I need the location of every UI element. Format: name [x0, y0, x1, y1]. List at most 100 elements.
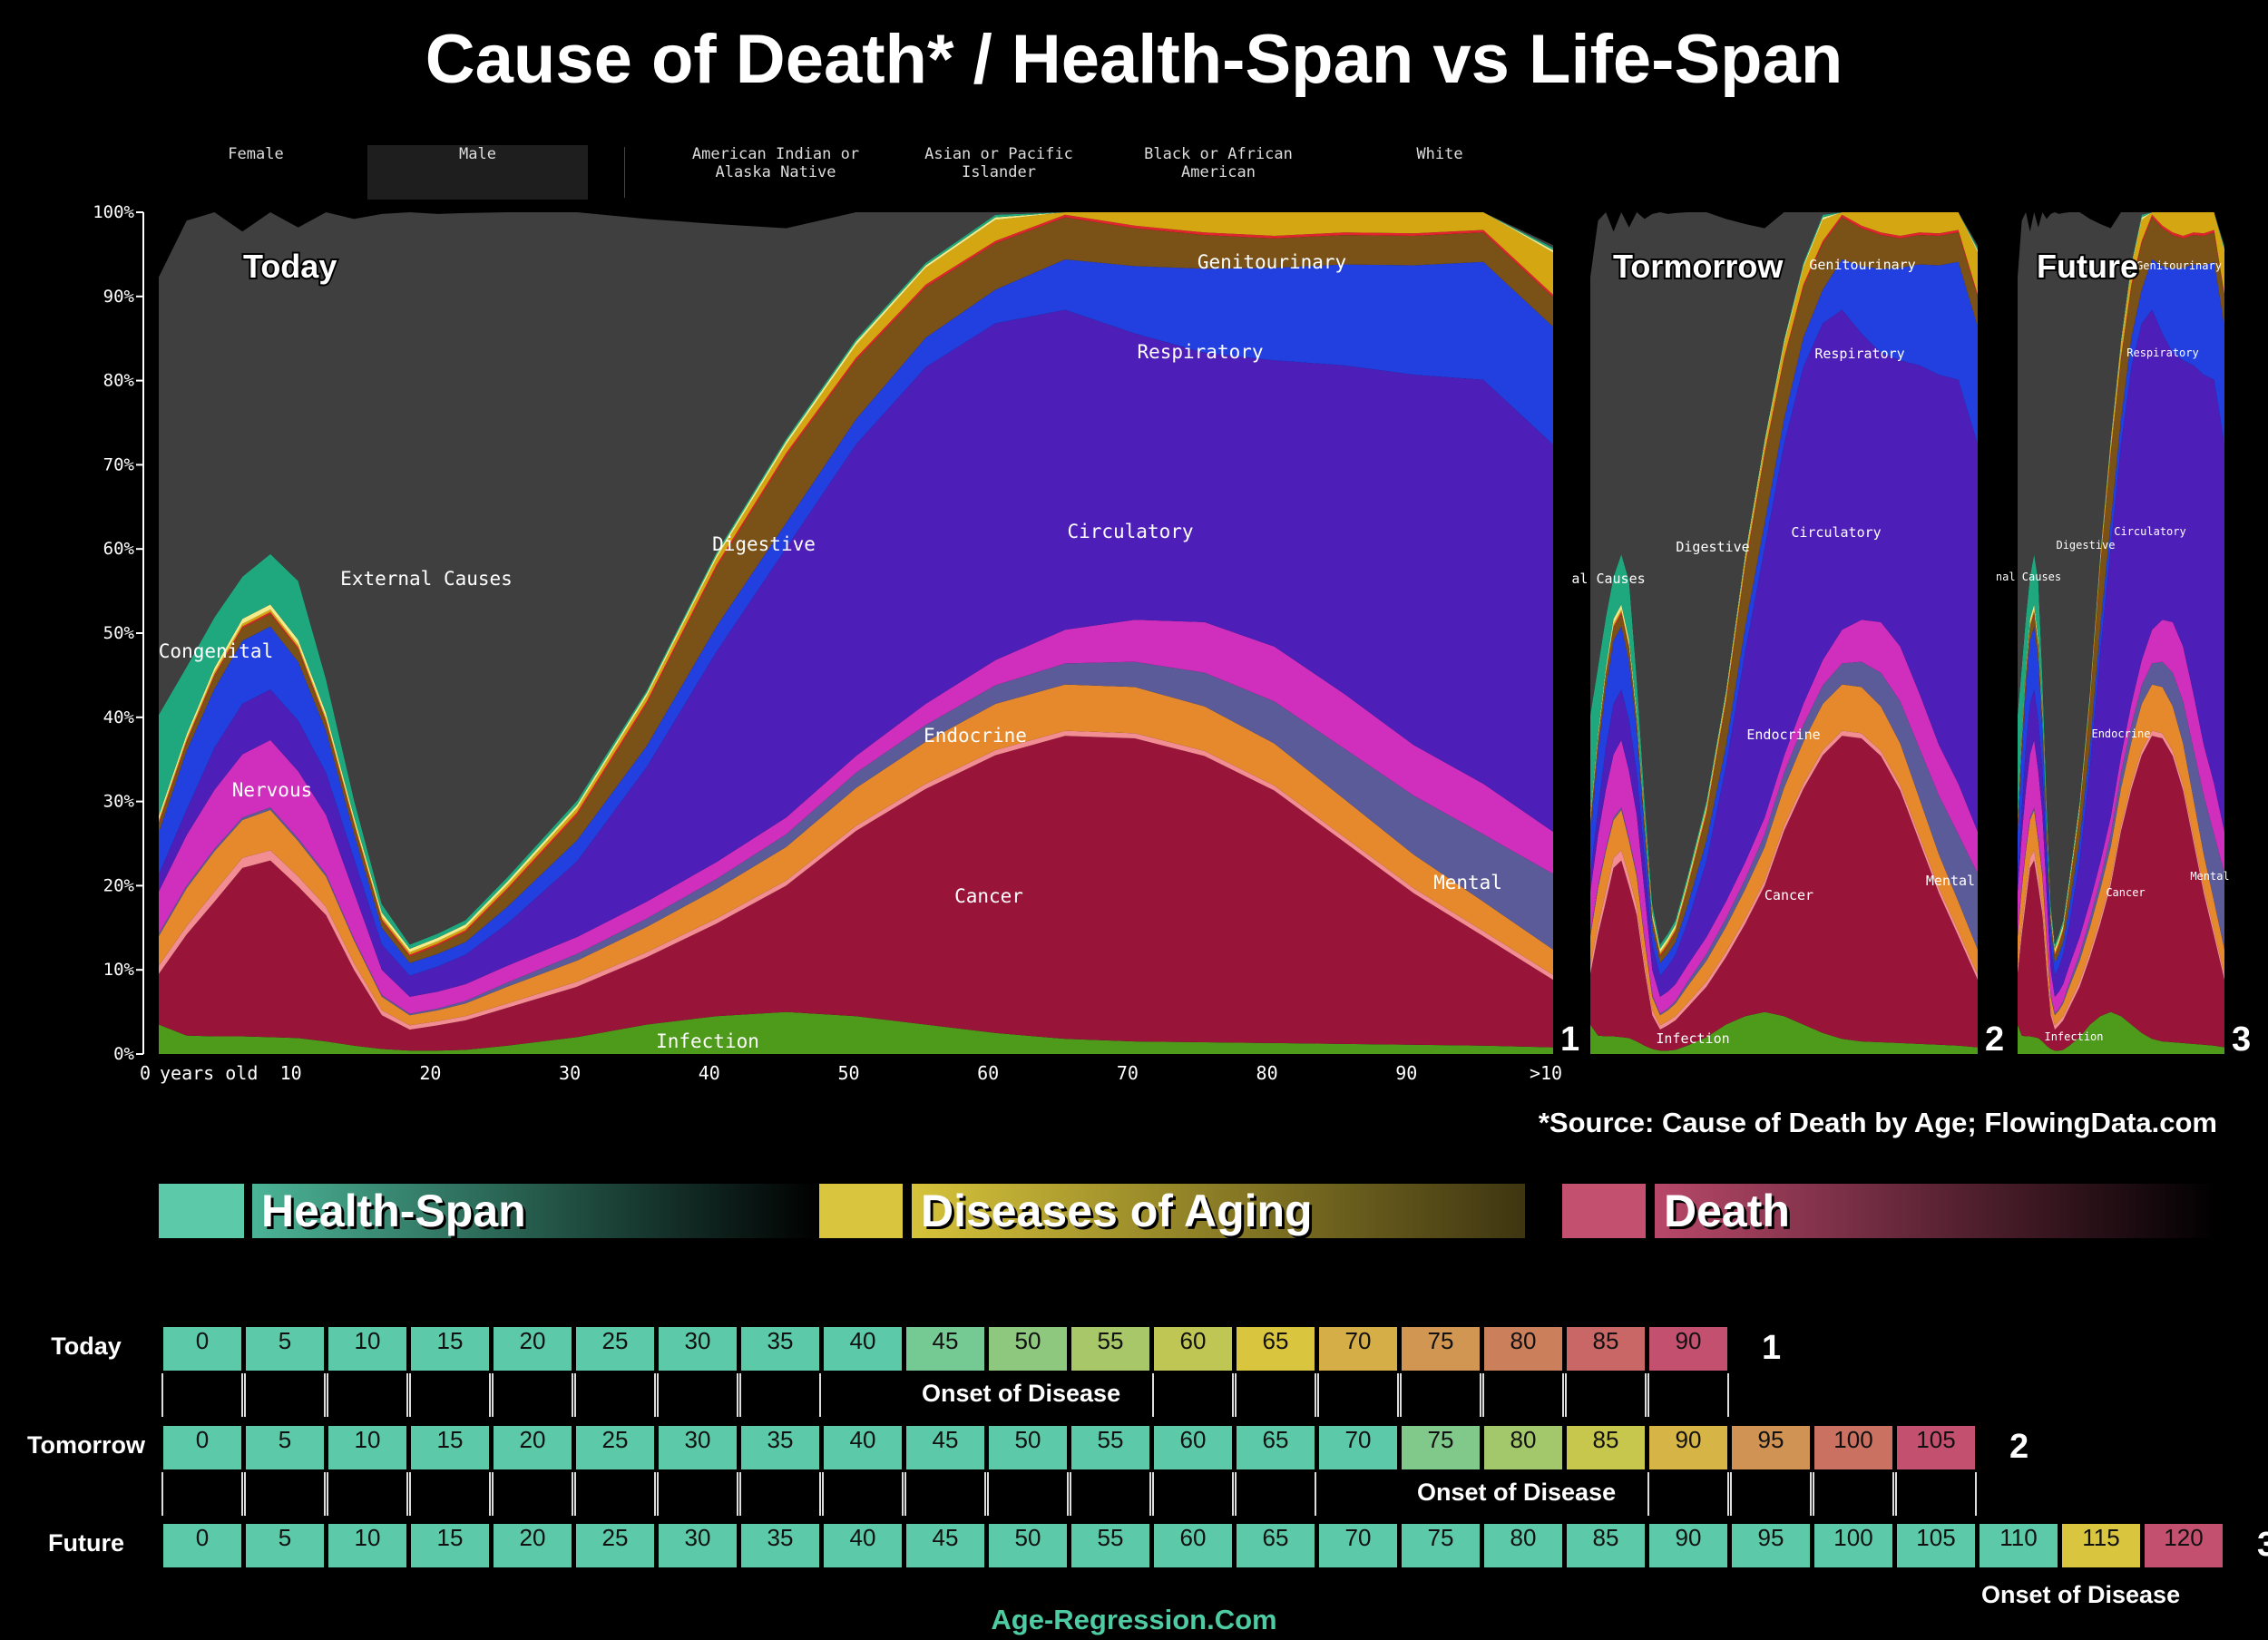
- timeline-tick: [657, 1472, 738, 1516]
- area-digestive: [2018, 217, 2224, 963]
- y-tick-label: 80%: [103, 371, 135, 391]
- age-cell: 80: [1482, 1325, 1564, 1372]
- age-cell: 90: [1647, 1522, 1729, 1569]
- age-cell: 95: [1730, 1424, 1812, 1471]
- age-cell: 105: [1895, 1424, 1977, 1471]
- x-tick-label: 70: [1117, 1062, 1139, 1084]
- panel-label: Tormorrow: [1613, 248, 1784, 285]
- timeline-tick: [492, 1472, 573, 1516]
- area-digestive: [1590, 217, 1978, 963]
- series-label: Cancer: [1765, 887, 1813, 903]
- area-cancer: [1590, 736, 1978, 1051]
- age-cell: 35: [739, 1522, 821, 1569]
- age-cell: 25: [574, 1424, 656, 1471]
- series-label: External Causes: [340, 568, 513, 590]
- age-cell: 10: [327, 1522, 408, 1569]
- tab-american-indian[interactable]: American Indian or Alaska Native: [691, 145, 860, 181]
- timeline-tick: [1070, 1472, 1151, 1516]
- age-cell: 80: [1482, 1424, 1564, 1471]
- age-cell: 35: [739, 1325, 821, 1372]
- tab-divider: [624, 147, 625, 198]
- series-label: al Causes: [1571, 571, 1645, 587]
- onset-of-disease-label: Onset of Disease: [1981, 1581, 2181, 1608]
- timeline-tick: [327, 1373, 408, 1417]
- age-cell: 15: [409, 1424, 491, 1471]
- y-tick-label: 60%: [103, 539, 135, 559]
- age-cell: 105: [1895, 1522, 1977, 1569]
- series-label: Circulatory: [1791, 524, 1881, 541]
- series-label: Respiratory: [1814, 346, 1904, 362]
- row-label-tomorrow: Tomorrow: [27, 1431, 145, 1459]
- row-label-future: Future: [48, 1529, 124, 1557]
- age-cell: 20: [492, 1325, 573, 1372]
- x-tick-label: 0: [140, 1062, 151, 1084]
- age-cell: 20: [492, 1424, 573, 1471]
- area-external-causes: [1590, 212, 1978, 945]
- age-cell: 5: [244, 1424, 326, 1471]
- age-cell: 25: [574, 1325, 656, 1372]
- y-tick-label: 20%: [103, 875, 135, 895]
- age-cell: 50: [987, 1522, 1069, 1569]
- area-infection: [159, 1011, 1553, 1054]
- row-number: 3: [2257, 1526, 2268, 1564]
- age-cell: 30: [657, 1424, 738, 1471]
- age-cell: 15: [409, 1325, 491, 1372]
- x-tick-label: 30: [559, 1062, 581, 1084]
- timeline-tick: [822, 1472, 904, 1516]
- timeline-tick: [574, 1373, 656, 1417]
- tab-male[interactable]: Male: [367, 145, 588, 200]
- death-swatch: [1562, 1184, 1646, 1238]
- age-cell: 90: [1647, 1325, 1729, 1372]
- timeline-tick: [1235, 1373, 1316, 1417]
- series-label: Endocrine: [2091, 727, 2150, 740]
- age-cell: 70: [1317, 1424, 1399, 1471]
- y-tick-label: 10%: [103, 960, 135, 980]
- age-cell: 40: [822, 1522, 904, 1569]
- age-cell: 65: [1235, 1522, 1316, 1569]
- timeline-tick: [1565, 1373, 1647, 1417]
- age-cell: 75: [1400, 1522, 1481, 1569]
- series-label: Nervous: [232, 779, 313, 801]
- series-label: Cancer: [2106, 886, 2145, 899]
- onset-of-disease-label: Onset of Disease: [922, 1380, 1121, 1407]
- timeline-tick: [1152, 1472, 1234, 1516]
- tab-black-african-american[interactable]: Black or African American: [1144, 145, 1293, 181]
- series-label: Endocrine: [924, 725, 1027, 747]
- series-label: Infection: [656, 1030, 759, 1052]
- timeline-tick: [1235, 1472, 1316, 1516]
- age-cell: 60: [1152, 1424, 1234, 1471]
- cause-of-death-chart: External Causes Congenital Nervous Digestiv…: [93, 202, 2251, 1084]
- x-tick-label: 20: [419, 1062, 441, 1084]
- series-label: Respiratory: [2126, 347, 2198, 359]
- age-cell: 35: [739, 1424, 821, 1471]
- series-label: Genitourinary: [1198, 251, 1346, 273]
- timeline-tick: [1895, 1472, 1977, 1516]
- timeline-tick: [244, 1472, 326, 1516]
- timeline-tick: [492, 1373, 573, 1417]
- series-label: Congenital: [159, 640, 273, 662]
- area-circulatory: [2018, 309, 2224, 997]
- row-number: 2: [2009, 1428, 2029, 1466]
- x-axis-label: years old: [160, 1062, 258, 1084]
- series-label: nal Causes: [1996, 571, 2061, 583]
- age-cell: 45: [904, 1325, 986, 1372]
- tab-asian-pacific[interactable]: Asian or Pacific Islander: [924, 145, 1073, 181]
- age-cell: 110: [1978, 1522, 2059, 1569]
- series-label: Infection: [2044, 1030, 2103, 1043]
- age-cell: 55: [1070, 1424, 1151, 1471]
- age-cell: 0: [161, 1522, 243, 1569]
- tab-female[interactable]: Female: [228, 145, 284, 163]
- age-cell: 40: [822, 1325, 904, 1372]
- y-tick-label: 30%: [103, 792, 135, 812]
- age-cell: 95: [1730, 1522, 1812, 1569]
- timeline-tick: [574, 1472, 656, 1516]
- health-span-swatch: [159, 1184, 244, 1238]
- age-cell: 50: [987, 1424, 1069, 1471]
- series-label: Mental: [2190, 870, 2229, 883]
- age-cell: 100: [1813, 1424, 1894, 1471]
- area-cancer: [159, 736, 1553, 1051]
- x-tick-label: >10: [1530, 1062, 1562, 1084]
- age-cell: 85: [1565, 1522, 1647, 1569]
- tab-white[interactable]: White: [1416, 145, 1463, 163]
- age-cell: 45: [904, 1424, 986, 1471]
